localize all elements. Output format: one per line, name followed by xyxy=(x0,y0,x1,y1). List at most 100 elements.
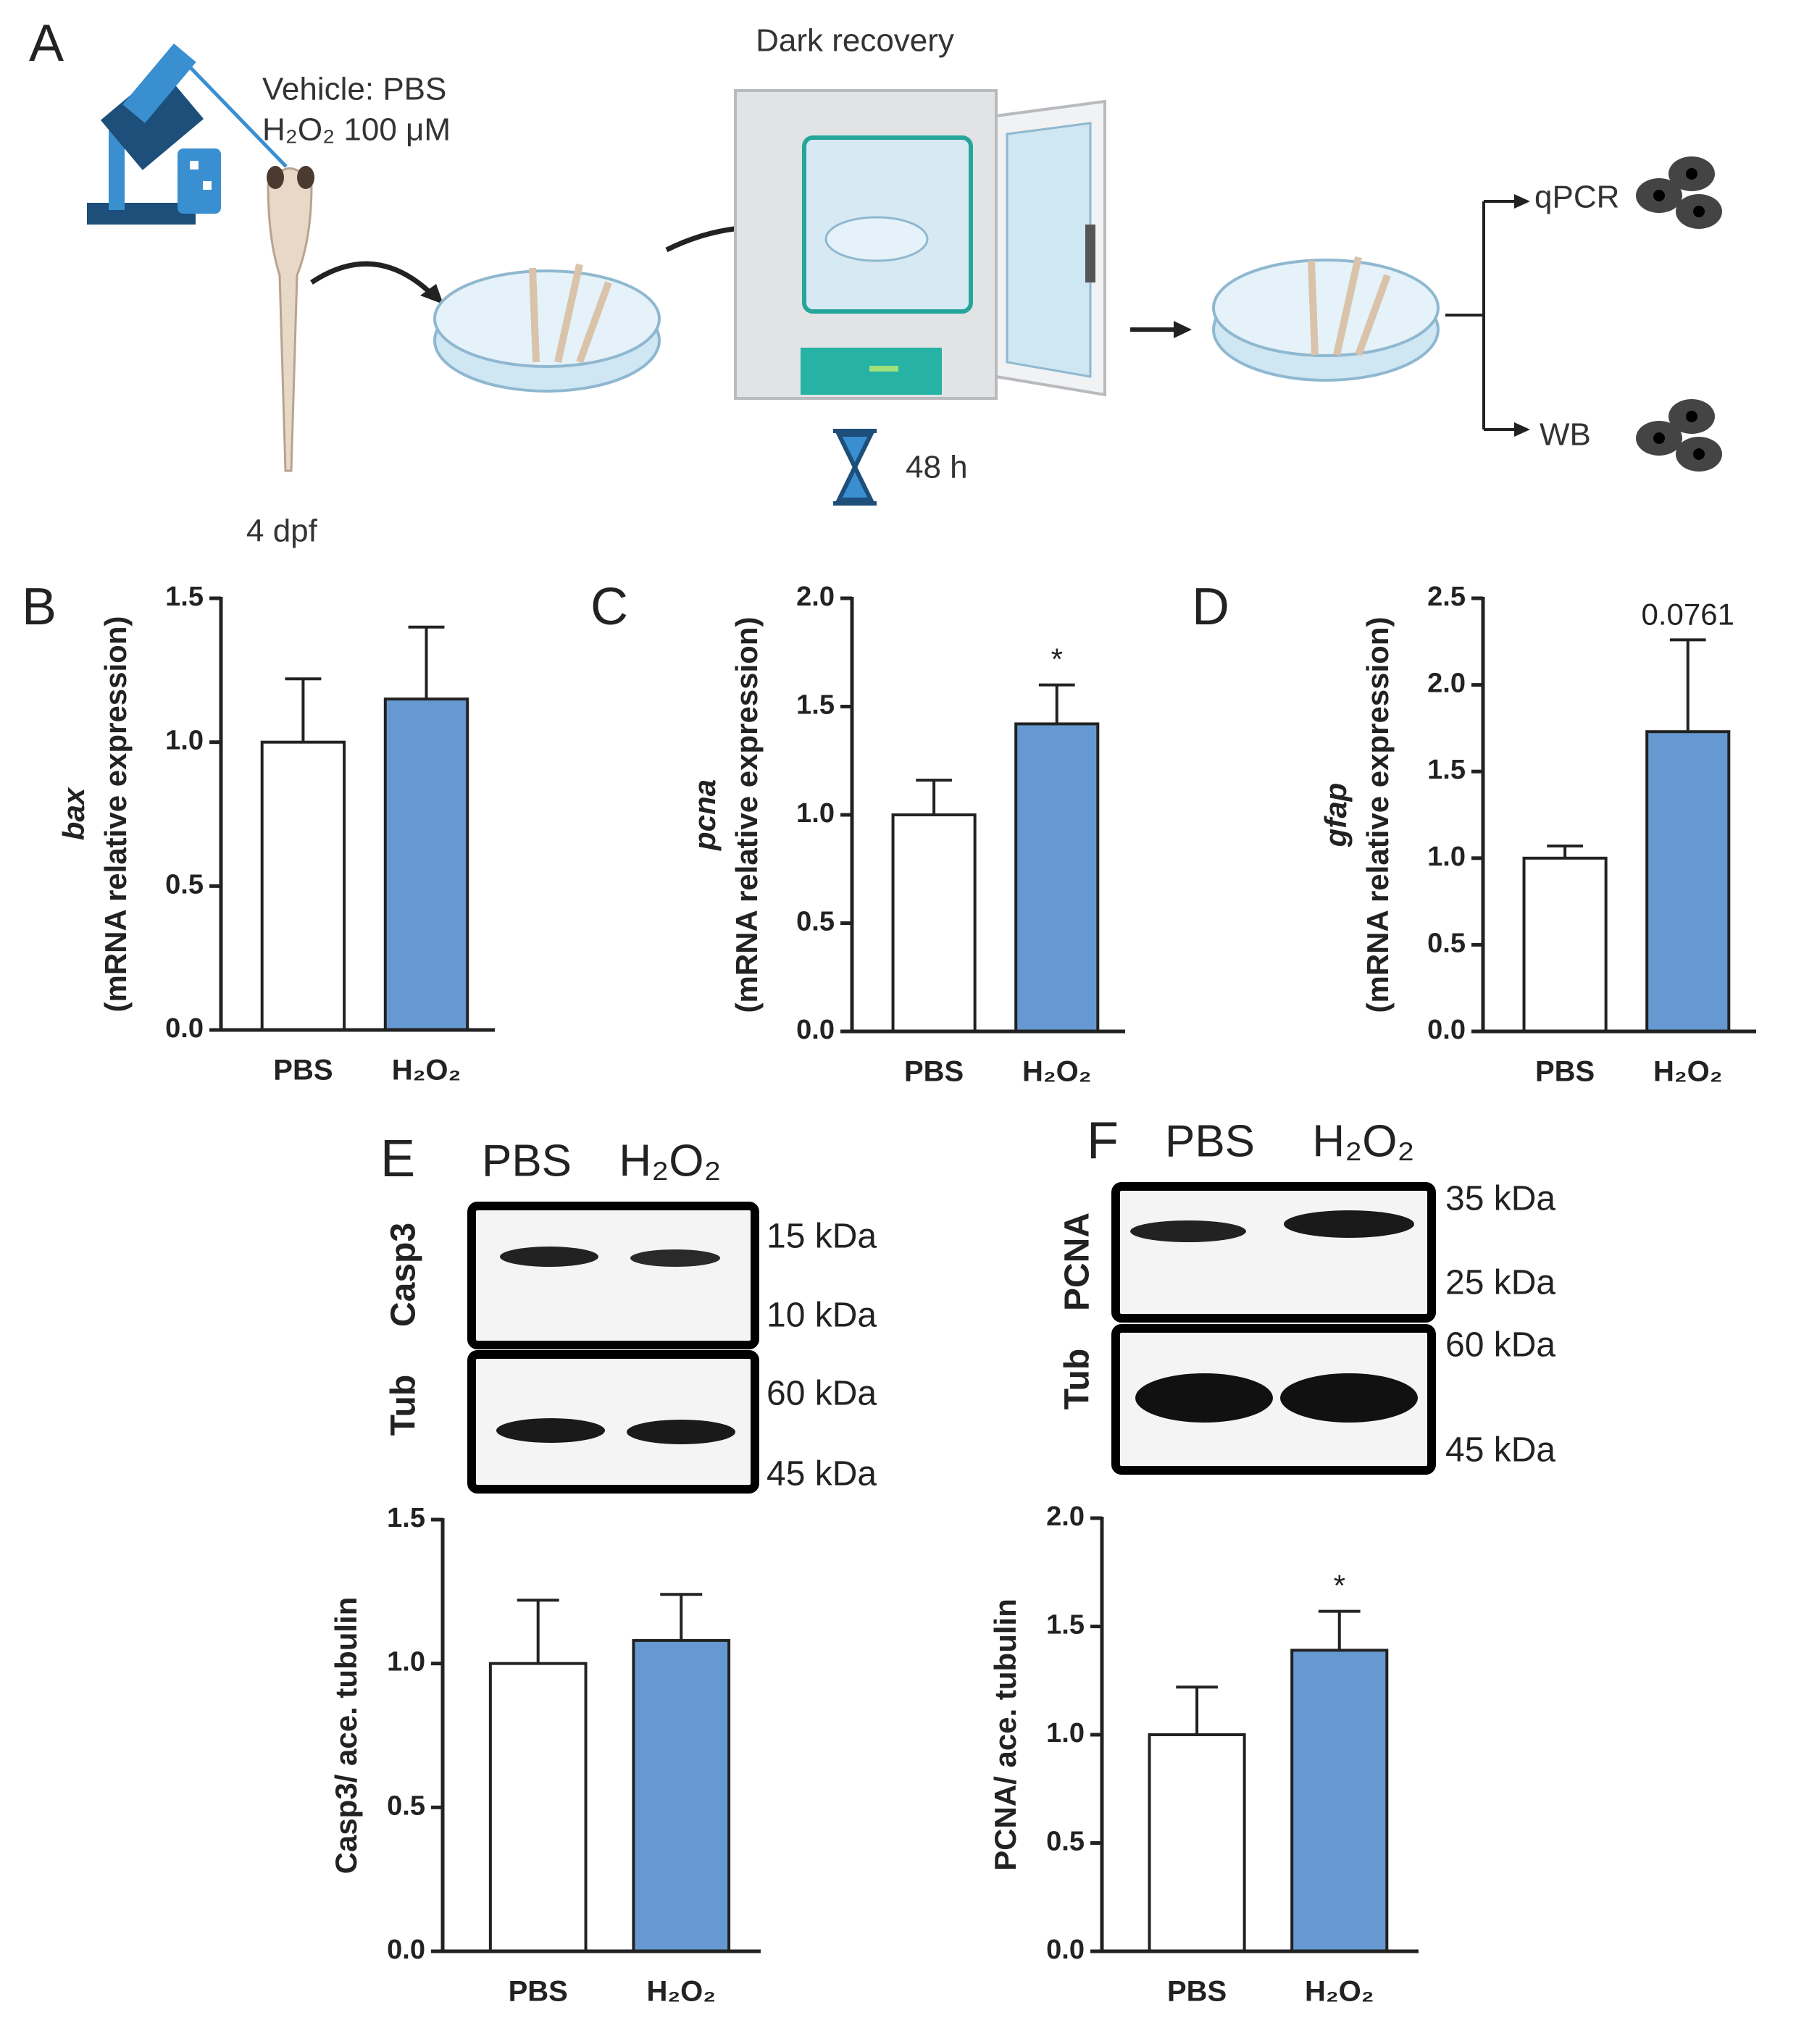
panel-label: F xyxy=(1087,1112,1119,1170)
schematic-label: qPCR xyxy=(1534,180,1619,215)
marker-label: 45 kDa xyxy=(1445,1431,1555,1470)
bar xyxy=(891,813,977,1033)
error-bar xyxy=(916,779,952,815)
bar-chart: 0.0 0.5 1.0 1.5 2.0 PBS H₂O₂ * pcna (mRNA relativ… xyxy=(688,582,1125,1088)
y-axis-label: PCNA/ ace. tubulin xyxy=(988,1599,1022,1871)
lane-label: PBS xyxy=(1165,1116,1255,1166)
petri-dish xyxy=(1212,256,1440,382)
y-axis-label: (mRNA relative expression) xyxy=(730,617,764,1013)
y-axis-label: bax xyxy=(57,787,91,840)
panel-label: B xyxy=(22,578,57,636)
y-tick-label: 0.5 xyxy=(387,1790,425,1821)
marker-label: 35 kDa xyxy=(1445,1180,1555,1218)
marker-label: 60 kDa xyxy=(1445,1326,1555,1365)
y-tick-label: 2.0 xyxy=(1427,669,1466,699)
schematic-label: 48 h xyxy=(906,450,968,485)
y-tick-label: 0.5 xyxy=(796,907,835,937)
error-bar xyxy=(1038,683,1075,724)
bar xyxy=(632,1638,731,1953)
cells xyxy=(1636,156,1722,472)
y-tick-label: 0.0 xyxy=(165,1013,204,1044)
y-tick-label: 1.5 xyxy=(387,1503,425,1533)
bar xyxy=(260,740,346,1031)
y-tick-label: 0.5 xyxy=(1046,1827,1085,1857)
schematic-label: WB xyxy=(1540,417,1591,453)
annotation: * xyxy=(1334,1569,1345,1603)
error-bar xyxy=(517,1599,559,1664)
panel-label: A xyxy=(29,14,64,72)
annotation: 0.0761 xyxy=(1642,598,1734,632)
western-blot: PBS H₂O₂ Casp3 Tub 15 kDa 10 kDa 60 kDa … xyxy=(385,1136,877,1494)
bar xyxy=(1014,722,1100,1033)
incubator xyxy=(734,89,1106,400)
x-tick-label: PBS xyxy=(1167,1976,1227,2008)
hourglass xyxy=(833,429,877,506)
bar-chart: 0.0 0.5 1.0 1.5 2.0 2.5 PBS H₂O₂ 0.0761 gfap (mRNA… xyxy=(1319,582,1756,1088)
y-tick-label: 2.5 xyxy=(1427,582,1466,612)
schematic: Vehicle: PBS H₂O₂ 100 μM 4 dpf Dark reco… xyxy=(87,23,1722,549)
y-tick-label: 0.0 xyxy=(1427,1015,1466,1045)
y-axis-label: pcna xyxy=(688,779,722,851)
marker-label: 45 kDa xyxy=(767,1455,877,1494)
bar xyxy=(1148,1733,1246,1953)
y-tick-label: 1.5 xyxy=(796,690,835,721)
error-bar xyxy=(1318,1609,1361,1651)
x-tick-label: H₂O₂ xyxy=(1305,1976,1374,2008)
x-tick-label: H₂O₂ xyxy=(1022,1056,1092,1088)
schematic-label: Vehicle: PBS xyxy=(262,72,446,107)
bar xyxy=(1645,730,1731,1034)
y-tick-label: 1.0 xyxy=(1046,1718,1085,1748)
western-blot: PBS H₂O₂ PCNA Tub 35 kDa 25 kDa 60 kDa 4… xyxy=(1058,1116,1555,1475)
panel-label: D xyxy=(1192,578,1229,636)
x-tick-label: PBS xyxy=(509,1976,568,2008)
panel-label: E xyxy=(380,1130,415,1188)
microinjector-icon xyxy=(87,43,288,225)
y-tick-label: 0.5 xyxy=(1427,928,1466,958)
y-tick-label: 2.0 xyxy=(796,582,835,612)
bar-chart: 0.0 0.5 1.0 1.5 PBS H₂O₂ bax (mRNA relative exp… xyxy=(57,582,495,1086)
y-tick-label: 2.0 xyxy=(1046,1501,1085,1532)
petri-dish xyxy=(433,263,661,393)
marker-label: 25 kDa xyxy=(1445,1264,1555,1302)
error-bar xyxy=(660,1593,703,1641)
x-tick-label: H₂O₂ xyxy=(1653,1056,1723,1088)
y-tick-label: 1.5 xyxy=(165,582,204,612)
lane-label: H₂O₂ xyxy=(619,1136,721,1186)
y-axis-label: Casp3/ ace. tubulin xyxy=(329,1597,363,1875)
marker-label: 15 kDa xyxy=(767,1218,877,1256)
y-tick-label: 1.5 xyxy=(1046,1610,1085,1641)
bar-chart: 0.0 0.5 1.0 1.5 PBS H₂O₂ Casp3/ ace. tubulin xyxy=(329,1503,761,2008)
x-tick-label: PBS xyxy=(904,1056,964,1088)
lane-label: PBS xyxy=(482,1136,572,1186)
y-tick-label: 1.0 xyxy=(796,798,835,829)
y-tick-label: 0.5 xyxy=(165,869,204,900)
y-tick-label: 0.0 xyxy=(1046,1935,1085,1965)
bar xyxy=(488,1662,588,1953)
bar-chart: 0.0 0.5 1.0 1.5 2.0 PBS H₂O₂ * PCNA/ ace. tubuli… xyxy=(988,1501,1419,2008)
y-tick-label: 1.5 xyxy=(1427,755,1466,785)
marker-label: 60 kDa xyxy=(767,1375,877,1413)
blot-row-label: Tub xyxy=(1058,1349,1097,1410)
blot-row-label: Tub xyxy=(385,1375,423,1436)
schematic-label: H₂O₂ 100 μM xyxy=(262,112,451,148)
bar xyxy=(383,698,469,1031)
y-tick-label: 1.0 xyxy=(387,1647,425,1677)
bar xyxy=(1290,1649,1389,1953)
marker-label: 10 kDa xyxy=(767,1297,877,1335)
error-bar xyxy=(285,677,322,742)
x-tick-label: PBS xyxy=(273,1055,333,1086)
x-tick-label: H₂O₂ xyxy=(646,1976,716,2008)
panel-label: C xyxy=(590,578,628,636)
y-axis-label: (mRNA relative expression) xyxy=(99,616,133,1013)
error-bar xyxy=(408,625,445,700)
error-bar xyxy=(1669,638,1706,732)
y-tick-label: 1.0 xyxy=(1427,842,1466,872)
y-axis-label: gfap xyxy=(1319,783,1353,848)
blot-row-label: PCNA xyxy=(1058,1212,1097,1311)
schematic-label: 4 dpf xyxy=(246,514,318,549)
schematic-label: Dark recovery xyxy=(756,23,954,59)
blot-row-label: Casp3 xyxy=(385,1223,423,1327)
larva xyxy=(267,166,314,472)
lane-label: H₂O₂ xyxy=(1312,1116,1414,1166)
